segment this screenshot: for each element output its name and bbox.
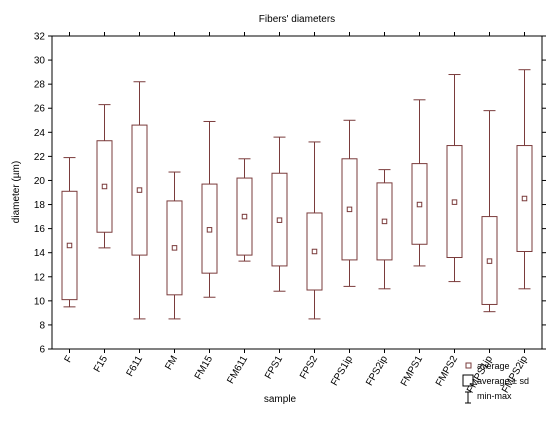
legend-range-symbol (465, 391, 471, 404)
y-tick-label: 30 (34, 56, 46, 67)
average-marker (381, 218, 388, 225)
x-tick-label: F611 (125, 354, 146, 379)
average-marker (206, 227, 213, 233)
y-tick-label: 18 (34, 200, 46, 211)
x-tick-label: FPS2 (298, 354, 320, 382)
sd-box (341, 158, 358, 261)
y-axis-label: diameter (µm) (11, 161, 22, 223)
average-marker (311, 248, 318, 255)
legend-sd-swatch (462, 374, 474, 387)
x-axis-label: sample (264, 394, 297, 405)
box-group (96, 104, 113, 249)
average-marker (521, 195, 528, 202)
box-group (411, 99, 428, 267)
x-axis: F F15 F611 FM FM15 FM611 FPS1 FPS2 FPS1ip FPS2ip F… (63, 32, 530, 395)
sd-box (376, 182, 393, 261)
y-tick-label: 10 (34, 296, 46, 307)
average-marker (486, 258, 493, 264)
average-marker (101, 183, 108, 190)
y-tick-label: 26 (34, 104, 46, 115)
box-group (376, 169, 393, 290)
box-group (341, 119, 358, 287)
legend-average-label: average (477, 361, 510, 371)
sd-box (131, 124, 148, 256)
y-tick-label: 20 (34, 176, 46, 187)
average-marker (171, 245, 178, 251)
plot-frame (51, 35, 543, 350)
legend-sd-label: average ± sd (477, 376, 529, 386)
sd-box (271, 172, 288, 267)
x-tick-label: FMPS1 (399, 354, 425, 389)
x-tick-label: F (63, 354, 76, 365)
box-group (306, 141, 323, 320)
box-group (516, 69, 533, 290)
box-group (201, 120, 218, 298)
average-marker (241, 213, 248, 220)
x-tick-label: FM15 (193, 354, 216, 382)
legend-range-label: min-max (477, 391, 512, 401)
y-tick-label: 16 (34, 224, 46, 235)
average-marker (346, 206, 353, 213)
y-tick-label: 14 (34, 248, 46, 259)
y-tick-label: 12 (34, 272, 46, 283)
sd-box (446, 145, 463, 259)
sd-box (201, 183, 218, 274)
box-group (131, 81, 148, 320)
plot-marks (61, 69, 533, 320)
x-tick-label: FMPS1ip (465, 354, 495, 395)
average-marker (451, 199, 458, 205)
y-tick-label: 32 (34, 32, 46, 43)
x-tick-label: FM611 (225, 354, 250, 386)
box-group (61, 157, 78, 308)
legend: average average ± sd min-max (462, 361, 529, 404)
average-marker (416, 201, 423, 208)
box-group (446, 74, 463, 283)
y-tick-label: 28 (34, 80, 46, 91)
x-tick-label: F15 (92, 354, 110, 375)
sd-box (96, 140, 113, 233)
sd-box (306, 212, 323, 291)
sd-box (166, 200, 183, 296)
x-tick-label: FMPS2 (434, 354, 460, 389)
average-marker (66, 242, 73, 249)
y-tick-label: 24 (34, 128, 46, 139)
y-tick-label: 6 (39, 345, 45, 356)
y-axis: 6 8 10 12 14 16 18 20 22 24 26 28 30 32 (34, 32, 546, 356)
sd-box (516, 145, 533, 252)
sd-box (481, 216, 498, 305)
x-tick-label: FPS1ip (329, 354, 355, 388)
box-group (481, 110, 498, 313)
chart-title: Fibers' diameters (259, 14, 335, 25)
average-marker (276, 217, 283, 223)
x-tick-label: FMPS2ip (500, 354, 530, 395)
box-group (166, 171, 183, 320)
y-tick-label: 8 (39, 320, 45, 331)
x-tick-label: FM (163, 354, 180, 372)
average-marker (136, 187, 143, 193)
sd-box (61, 190, 78, 301)
legend-average-swatch (465, 362, 472, 369)
y-tick-label: 22 (34, 152, 46, 163)
box-group (271, 136, 288, 292)
x-tick-label: FPS1 (263, 354, 285, 382)
sd-box (236, 177, 253, 256)
x-tick-label: FPS2ip (364, 354, 390, 388)
box-group (236, 158, 253, 262)
sd-box (411, 163, 428, 245)
